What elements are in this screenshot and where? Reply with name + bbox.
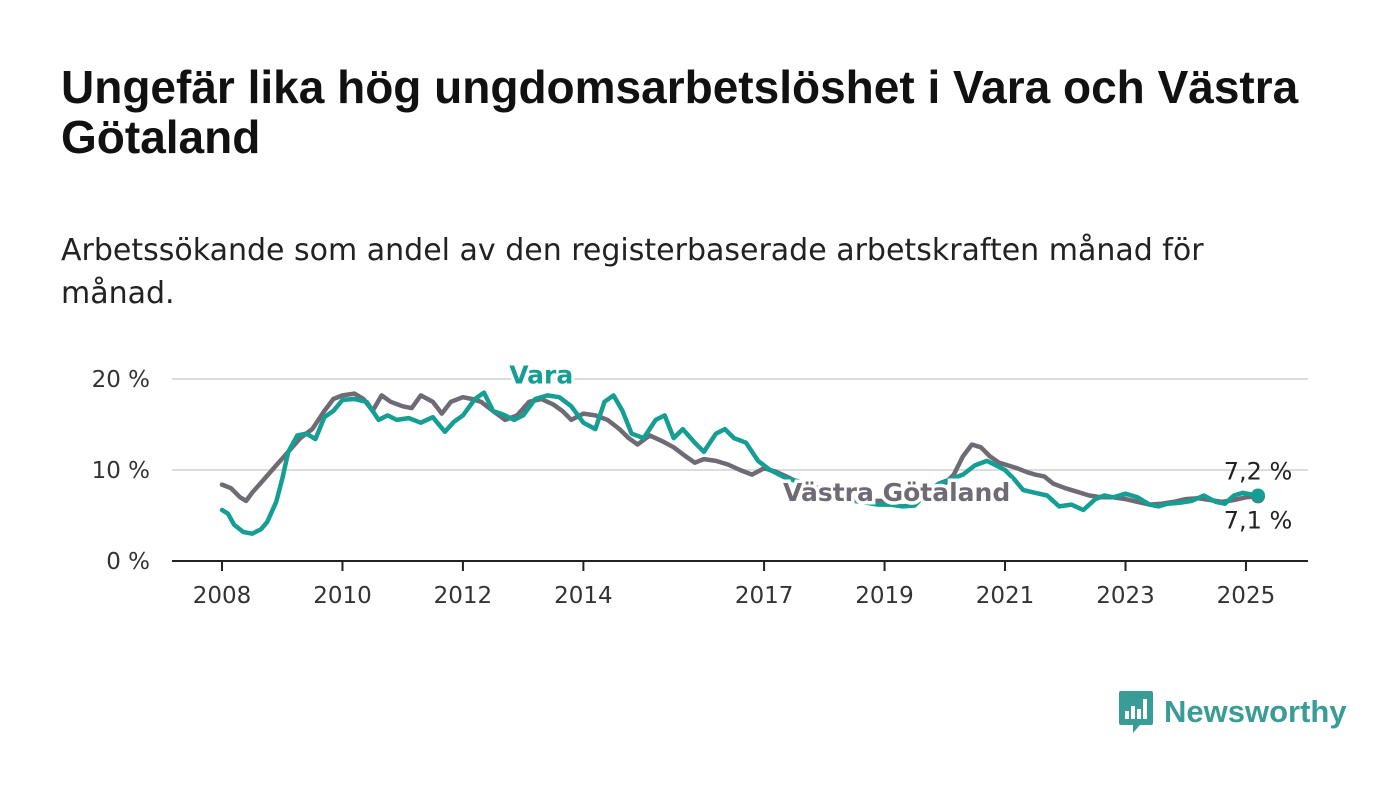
newsworthy-logo-icon: [1119, 691, 1153, 733]
series-line-vastra-gotaland: [219, 391, 1261, 507]
x-tick-label: 2021: [976, 583, 1035, 609]
x-axis-ticks: 2008 2010 2012 2014 2017 2019 2021 2023 2025: [193, 561, 1276, 609]
x-tick-label: 2012: [434, 583, 493, 609]
series-label-vara: Vara: [509, 360, 573, 389]
series-lines: [219, 390, 1265, 536]
x-tick-label: 2008: [193, 583, 252, 609]
brand-name: Newsworthy: [1164, 694, 1347, 729]
series-label-vastra-gotaland: Västra Götaland: [783, 478, 1010, 507]
newsworthy-logo: Newsworthy: [1118, 688, 1347, 736]
y-tick-label: 0 %: [106, 549, 150, 575]
x-tick-label: 2023: [1096, 583, 1155, 609]
grid-lines: [172, 378, 1308, 471]
y-tick-label: 10 %: [92, 458, 150, 484]
x-tick-label: 2017: [735, 583, 794, 609]
x-tick-label: 2014: [554, 583, 613, 609]
x-tick-label: 2010: [313, 583, 372, 609]
x-tick-label: 2025: [1217, 583, 1276, 609]
y-axis-ticks: 0 % 10 % 20 %: [92, 367, 150, 575]
end-label-vara: 7,2 %: [1224, 457, 1293, 485]
chart-title: Ungefär lika hög ungdomsarbetslöshet i V…: [61, 61, 1299, 163]
series-end-marker: [1251, 488, 1265, 503]
x-tick-label: 2019: [855, 583, 914, 609]
series-line-vara: [219, 390, 1261, 536]
end-label-vastra-gotaland: 7,1 %: [1224, 506, 1293, 534]
series-labels: Vara Västra Götaland 7,2 % 7,1 %: [506, 357, 1293, 534]
chart-subtitle: Arbetssökande som andel av den registerb…: [61, 233, 1204, 311]
y-tick-label: 20 %: [92, 367, 150, 393]
